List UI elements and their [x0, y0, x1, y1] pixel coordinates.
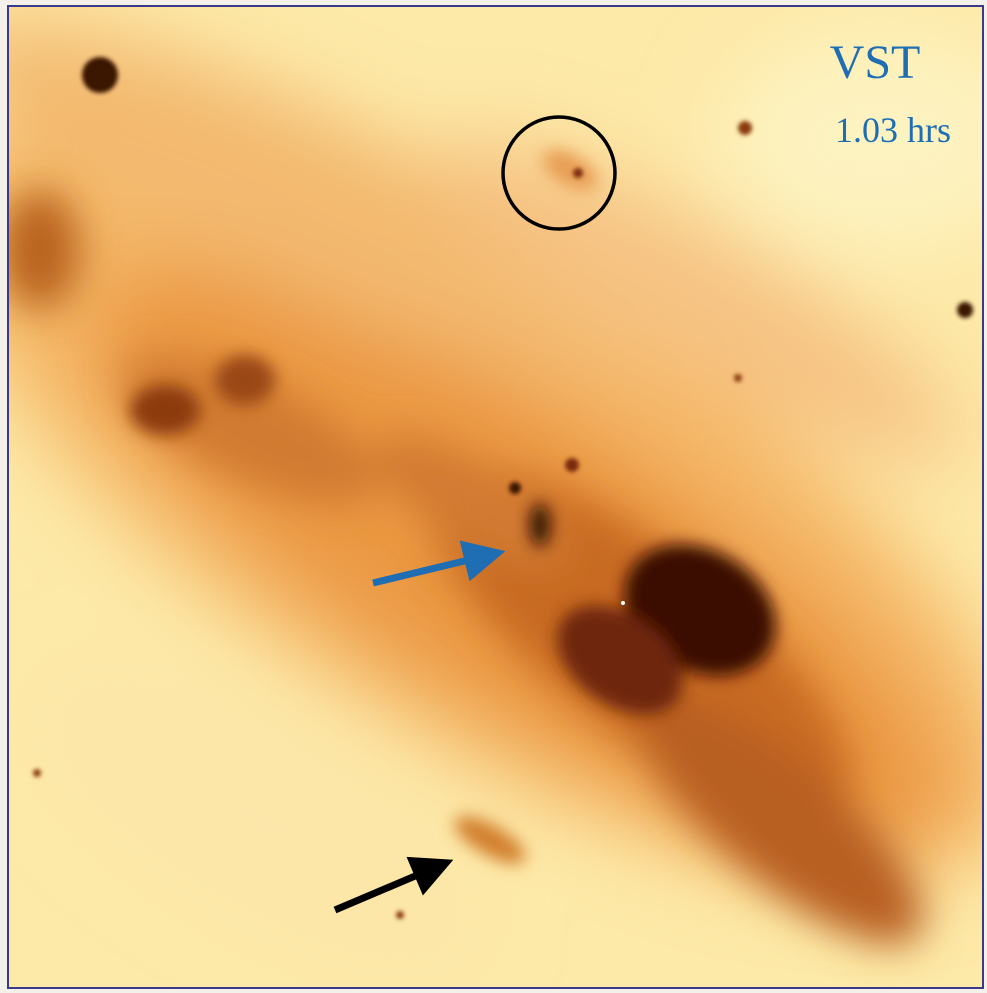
- telescope-label: VST: [830, 36, 921, 89]
- page: VST 1.03 hrs (() => { const data = JSON.…: [0, 0, 987, 993]
- exposure-label: 1.03 hrs: [835, 110, 951, 150]
- astronomical-image: VST 1.03 hrs: [0, 0, 987, 993]
